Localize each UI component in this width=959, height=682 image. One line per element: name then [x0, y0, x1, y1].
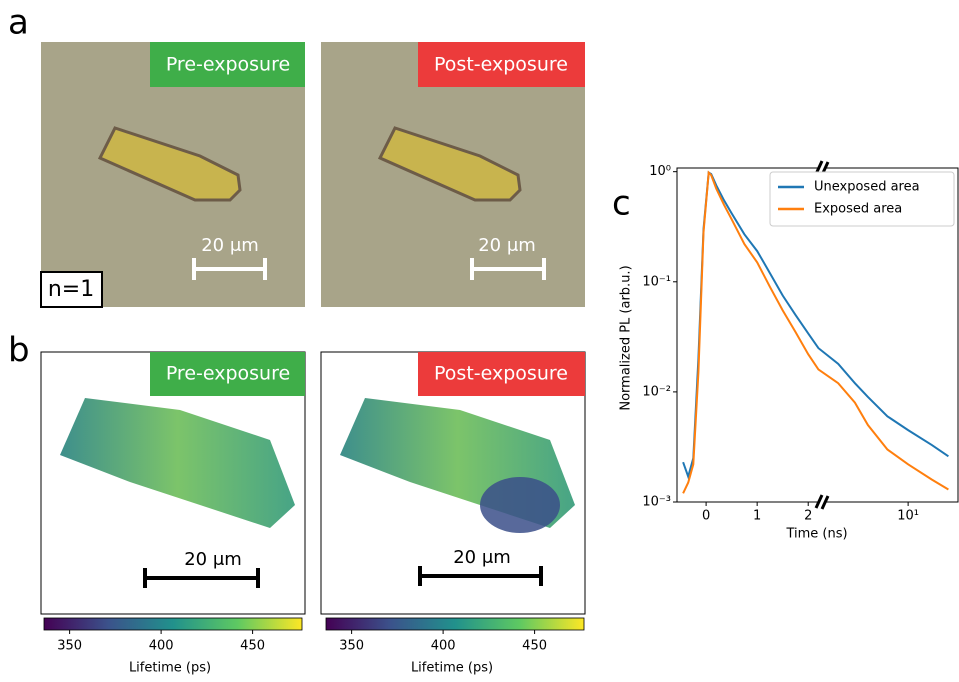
legend-label: Unexposed area: [814, 180, 920, 195]
scale-bar-label: 20 μm: [478, 235, 536, 256]
image-tag: Pre-exposure: [166, 363, 290, 385]
legend-label: Exposed area: [814, 202, 902, 217]
colorbar: [326, 618, 584, 630]
tick-label: 400: [149, 639, 174, 654]
panel-label: b: [8, 331, 30, 371]
colorbar-label: Lifetime (ps): [129, 661, 211, 676]
y-tick-label: 10⁻¹: [642, 274, 671, 289]
tick-label: 450: [240, 639, 265, 654]
scale-bar-label: 20 μm: [184, 549, 242, 570]
tick-label: 350: [57, 639, 82, 654]
image: Post-exposure 20 μm: [321, 352, 585, 614]
x-tick-label: 0: [702, 509, 710, 524]
scale-bar-label: 20 μm: [201, 235, 259, 256]
sample-label: n=1: [48, 277, 94, 302]
x-axis-label: Time (ns): [785, 527, 847, 542]
colorbar-label: Lifetime (ps): [411, 661, 493, 676]
y-tick-label: 10⁻³: [642, 495, 671, 510]
image: Post-exposure 20 μm: [321, 42, 585, 307]
tick-label: 450: [522, 639, 547, 654]
tick-label: 350: [339, 639, 364, 654]
tick-label: 400: [431, 639, 456, 654]
x-tick-label: 2: [804, 509, 812, 524]
colorbar: [44, 618, 302, 630]
image-tag: Post-exposure: [434, 363, 568, 385]
image: Pre-exposure 20 μm n=1: [41, 42, 305, 307]
y-tick-label: 10⁰: [649, 164, 671, 179]
x-tick-label: 1: [753, 509, 761, 524]
image-tag: Post-exposure: [434, 54, 568, 76]
y-axis-label: Normalized PL (arb.u.): [619, 265, 634, 410]
image: Pre-exposure 20 μm: [41, 352, 305, 614]
image-tag: Pre-exposure: [166, 54, 290, 76]
scale-bar-label: 20 μm: [453, 547, 511, 568]
figure: a Pre-exposure 20 μm n=1 Post-exposure 2…: [0, 0, 959, 678]
panel-label: a: [8, 3, 29, 43]
x-tick-label: 10¹: [897, 509, 919, 524]
y-tick-label: 10⁻²: [642, 384, 671, 399]
panel-label: c: [612, 184, 631, 224]
